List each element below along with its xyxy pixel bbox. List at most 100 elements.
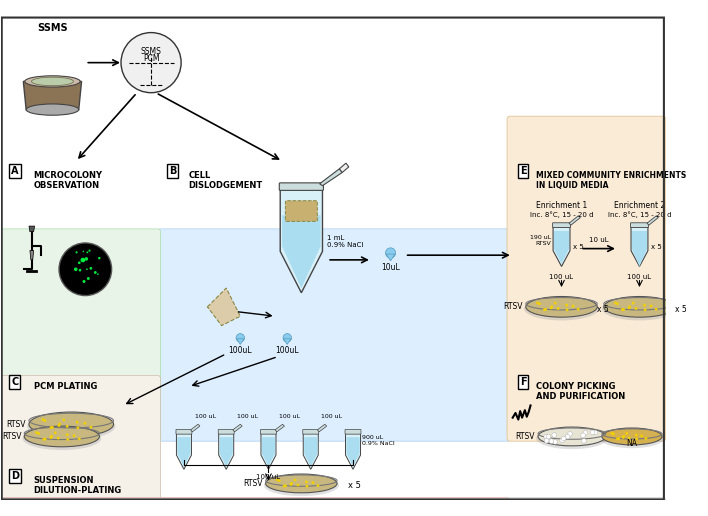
Circle shape bbox=[42, 438, 45, 441]
Polygon shape bbox=[304, 437, 317, 466]
Circle shape bbox=[44, 438, 47, 441]
FancyBboxPatch shape bbox=[507, 116, 666, 441]
Text: 900 uL
0.9% NaCl: 900 uL 0.9% NaCl bbox=[362, 435, 395, 446]
Polygon shape bbox=[554, 231, 569, 264]
Text: 100 uL: 100 uL bbox=[195, 414, 216, 419]
Circle shape bbox=[73, 434, 76, 437]
Circle shape bbox=[544, 308, 547, 311]
Ellipse shape bbox=[600, 428, 664, 448]
Text: RTSV: RTSV bbox=[244, 479, 263, 488]
Polygon shape bbox=[30, 250, 34, 260]
Circle shape bbox=[50, 436, 52, 439]
Text: 100uL: 100uL bbox=[275, 346, 299, 356]
Circle shape bbox=[35, 431, 38, 434]
Circle shape bbox=[276, 478, 279, 481]
Polygon shape bbox=[386, 254, 395, 261]
Circle shape bbox=[50, 426, 52, 429]
Polygon shape bbox=[178, 437, 190, 466]
FancyBboxPatch shape bbox=[261, 429, 276, 434]
Ellipse shape bbox=[26, 104, 79, 115]
Circle shape bbox=[50, 435, 53, 438]
Circle shape bbox=[294, 479, 297, 481]
Polygon shape bbox=[346, 437, 360, 466]
Circle shape bbox=[612, 432, 615, 436]
Circle shape bbox=[76, 421, 79, 424]
Circle shape bbox=[83, 251, 84, 252]
Ellipse shape bbox=[524, 297, 599, 320]
Circle shape bbox=[643, 304, 646, 307]
Circle shape bbox=[593, 430, 598, 435]
Polygon shape bbox=[275, 424, 285, 432]
Text: 10 uL: 10 uL bbox=[589, 237, 609, 243]
Circle shape bbox=[86, 268, 88, 270]
Circle shape bbox=[610, 432, 613, 434]
Circle shape bbox=[622, 435, 625, 438]
Ellipse shape bbox=[538, 427, 605, 446]
Ellipse shape bbox=[31, 77, 74, 86]
Text: Enrichment 1: Enrichment 1 bbox=[536, 201, 587, 209]
Circle shape bbox=[121, 33, 181, 93]
Circle shape bbox=[84, 422, 86, 425]
Circle shape bbox=[568, 431, 572, 436]
Text: NA: NA bbox=[627, 439, 637, 448]
Text: 100 uL: 100 uL bbox=[321, 414, 343, 419]
Ellipse shape bbox=[526, 297, 598, 317]
Circle shape bbox=[581, 433, 586, 438]
Text: 100 uL: 100 uL bbox=[236, 414, 258, 419]
Polygon shape bbox=[219, 433, 234, 470]
Circle shape bbox=[87, 277, 90, 280]
Circle shape bbox=[650, 304, 653, 308]
Circle shape bbox=[278, 479, 280, 482]
Text: F: F bbox=[520, 377, 526, 387]
Text: A: A bbox=[11, 166, 18, 175]
FancyBboxPatch shape bbox=[218, 429, 234, 434]
Circle shape bbox=[94, 271, 97, 274]
Text: x 5: x 5 bbox=[573, 244, 583, 250]
Circle shape bbox=[316, 484, 319, 487]
Circle shape bbox=[312, 481, 314, 484]
Text: Inc. 8°C, 15 - 20 d: Inc. 8°C, 15 - 20 d bbox=[607, 211, 671, 218]
Circle shape bbox=[82, 259, 85, 262]
FancyBboxPatch shape bbox=[0, 376, 161, 503]
Circle shape bbox=[556, 307, 559, 310]
Circle shape bbox=[625, 432, 628, 435]
Circle shape bbox=[622, 436, 624, 439]
Polygon shape bbox=[280, 189, 322, 293]
Ellipse shape bbox=[24, 426, 99, 447]
Circle shape bbox=[89, 426, 92, 428]
Circle shape bbox=[655, 308, 658, 311]
Circle shape bbox=[51, 426, 54, 429]
FancyBboxPatch shape bbox=[345, 429, 361, 434]
Text: x 5: x 5 bbox=[598, 305, 609, 314]
Polygon shape bbox=[647, 216, 658, 225]
Text: RTSV: RTSV bbox=[2, 432, 21, 441]
Text: PCM: PCM bbox=[143, 54, 159, 63]
Polygon shape bbox=[236, 339, 244, 344]
Text: CELL
DISLODGEMENT: CELL DISLODGEMENT bbox=[188, 171, 263, 190]
Text: 100 uL: 100 uL bbox=[627, 274, 651, 280]
Polygon shape bbox=[553, 227, 570, 266]
Text: D: D bbox=[11, 471, 19, 481]
Circle shape bbox=[305, 480, 308, 483]
Polygon shape bbox=[317, 424, 326, 432]
Polygon shape bbox=[303, 433, 319, 470]
Circle shape bbox=[44, 420, 47, 422]
Text: MICROCOLONY
OBSERVATION: MICROCOLONY OBSERVATION bbox=[34, 171, 103, 190]
Circle shape bbox=[42, 418, 45, 421]
Circle shape bbox=[581, 439, 586, 443]
Polygon shape bbox=[207, 288, 240, 326]
Text: 100 uL: 100 uL bbox=[279, 414, 300, 419]
Text: 100 uL: 100 uL bbox=[549, 274, 573, 280]
Polygon shape bbox=[29, 226, 35, 232]
FancyBboxPatch shape bbox=[0, 497, 510, 516]
Circle shape bbox=[549, 439, 554, 443]
Circle shape bbox=[284, 485, 287, 487]
Circle shape bbox=[544, 434, 549, 439]
Polygon shape bbox=[219, 437, 233, 466]
Circle shape bbox=[546, 434, 551, 439]
Circle shape bbox=[565, 304, 568, 307]
Circle shape bbox=[549, 307, 552, 310]
Circle shape bbox=[290, 483, 292, 486]
Circle shape bbox=[566, 309, 569, 311]
Text: RTSV: RTSV bbox=[503, 302, 523, 311]
